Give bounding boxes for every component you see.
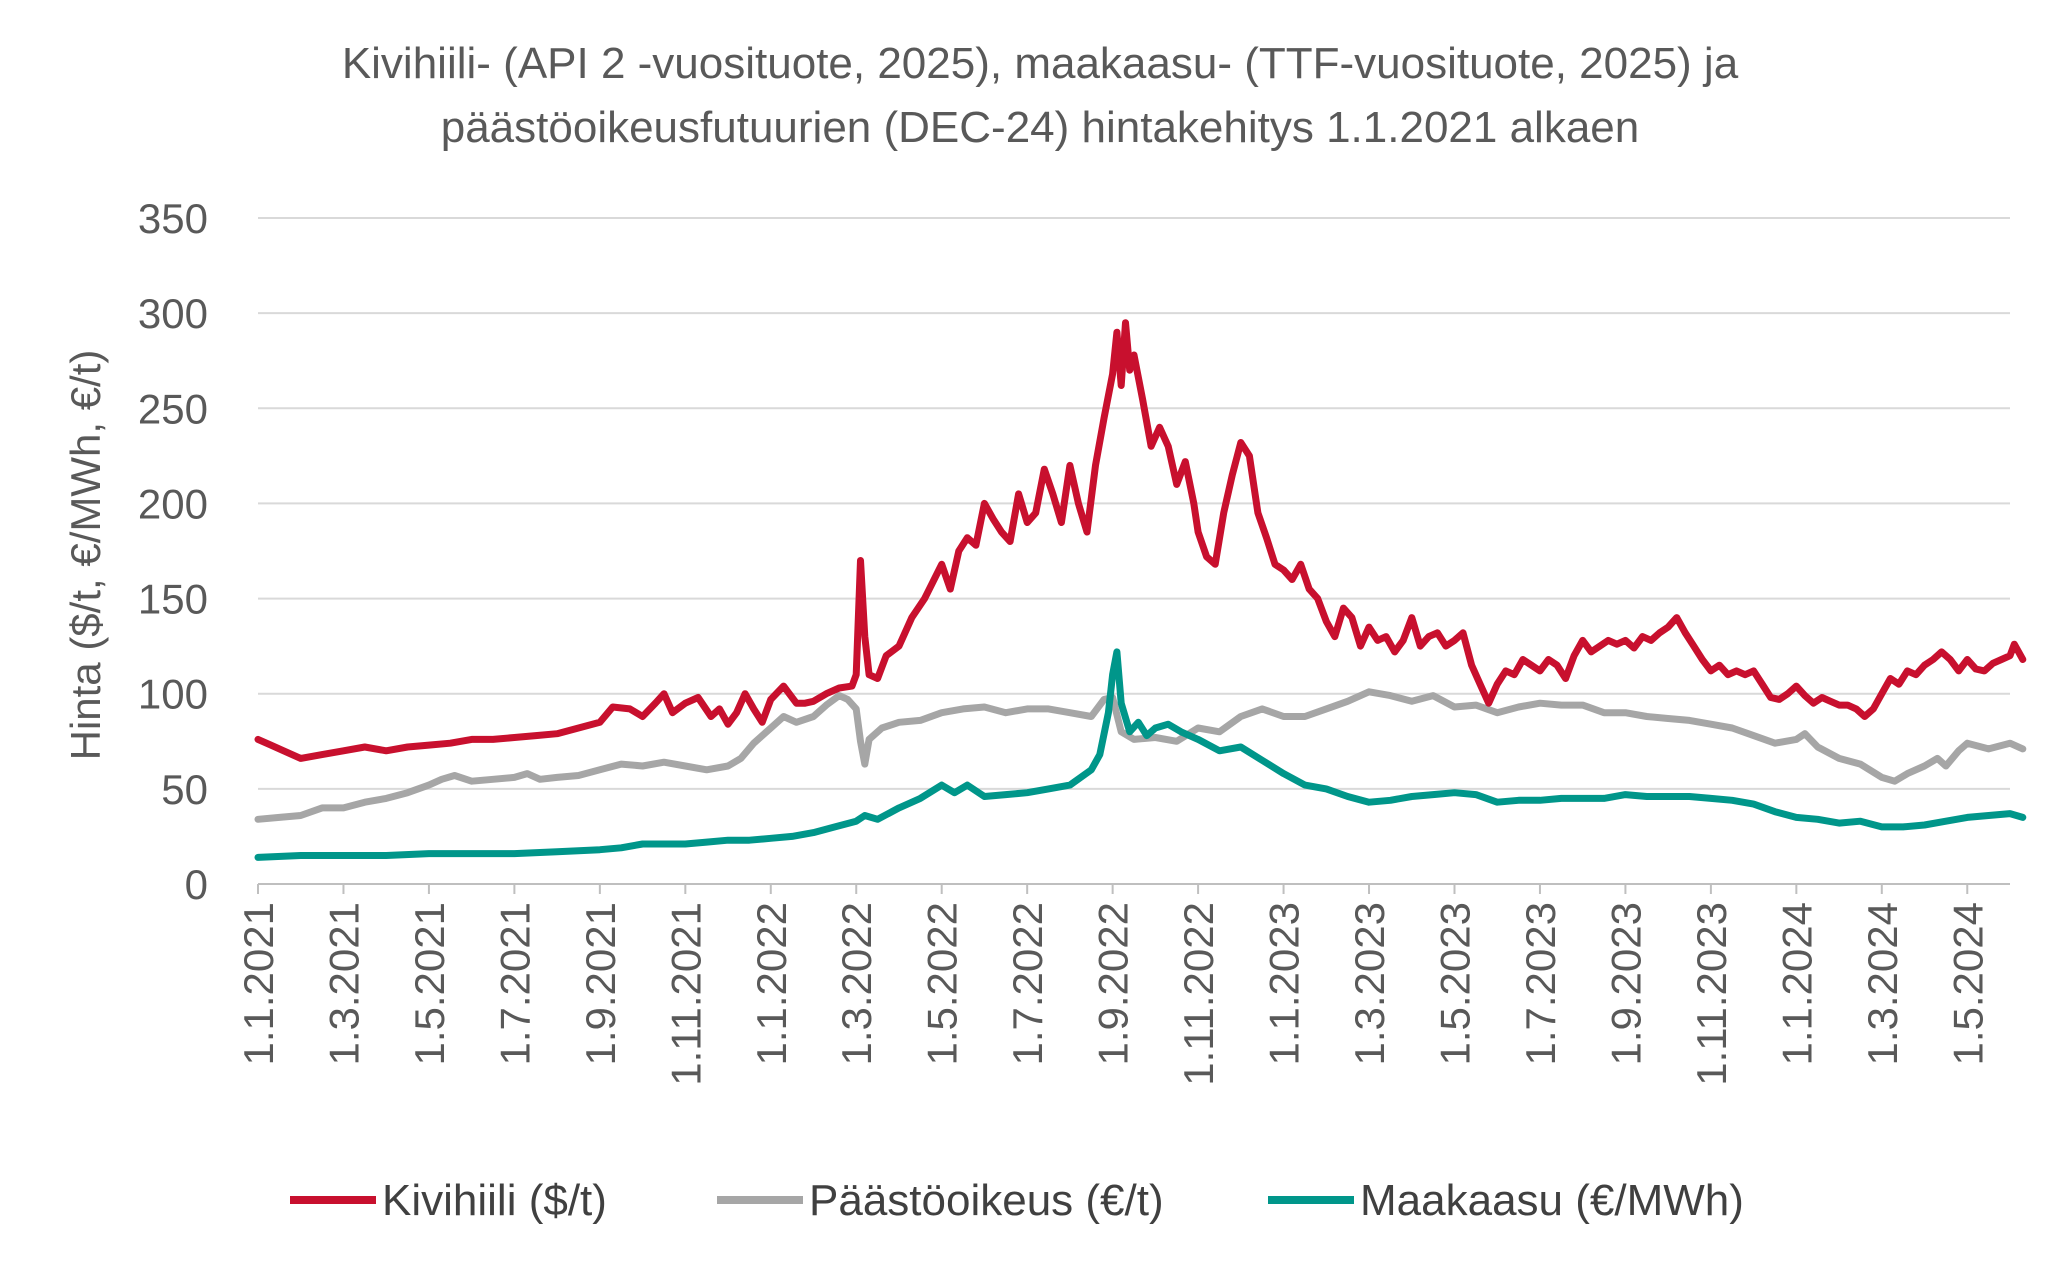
y-tick-label: 250 [138, 385, 208, 432]
x-tick-label: 1.1.2022 [748, 902, 795, 1066]
y-tick-label: 350 [138, 195, 208, 242]
series-line-paastooikeus [254, 688, 2027, 823]
legend-item-maakaasu: Maakaasu (€/MWh) [1268, 1176, 1744, 1225]
x-tick-label: 1.7.2022 [1004, 902, 1051, 1066]
series-line-kivihiili [254, 319, 2027, 762]
y-tick-label: 50 [161, 766, 208, 813]
y-axis-ticks: 0 50 100 150 200 250 300 350 [138, 195, 208, 908]
x-tick-label: 1.11.2022 [1175, 902, 1222, 1086]
x-tick-label: 1.11.2021 [662, 902, 709, 1086]
legend-label-maakaasu: Maakaasu (€/MWh) [1360, 1176, 1744, 1225]
y-tick-label: 300 [138, 290, 208, 337]
x-tick-label: 1.5.2023 [1431, 902, 1478, 1066]
x-tick-label: 1.11.2023 [1688, 902, 1735, 1086]
x-tick-label: 1.5.2021 [406, 902, 453, 1066]
y-tick-label: 0 [185, 861, 208, 908]
legend-label-kivihiili: Kivihiili ($/t) [382, 1176, 607, 1225]
y-tick-label: 100 [138, 671, 208, 718]
x-tick-label: 1.9.2022 [1090, 902, 1137, 1066]
x-tick-label: 1.1.2023 [1261, 902, 1308, 1066]
gridlines [258, 217, 2010, 885]
x-tick-label: 1.9.2023 [1602, 902, 1649, 1066]
y-axis-label: Hinta ($/t, €/MWh, €/t) [62, 350, 109, 761]
x-tick-label: 1.3.2024 [1859, 902, 1906, 1066]
x-tick-label: 1.5.2022 [919, 902, 966, 1066]
y-tick-label: 200 [138, 480, 208, 527]
x-tick-label: 1.1.2021 [235, 902, 282, 1066]
x-axis-ticks: 1.1.2021 1.3.2021 1.5.2021 1.7.2021 1.9.2021… [235, 884, 1991, 1086]
x-tick-label: 1.7.2023 [1517, 902, 1564, 1066]
x-tick-label: 1.3.2021 [320, 902, 367, 1066]
x-tick-label: 1.5.2024 [1944, 902, 1991, 1066]
chart-title-line-2: päästöoikeusfutuurien (DEC-24) hintakehi… [441, 103, 1640, 152]
x-tick-label: 1.3.2023 [1346, 902, 1393, 1066]
chart-title-line-1: Kivihiili- (API 2 -vuosituote, 2025), ma… [342, 39, 1739, 88]
x-tick-label: 1.7.2021 [491, 902, 538, 1066]
legend: Kivihiili ($/t) Päästöoikeus (€/t) Maaka… [290, 1176, 1744, 1225]
x-tick-label: 1.1.2024 [1773, 902, 1820, 1066]
y-tick-label: 150 [138, 576, 208, 623]
x-tick-label: 1.3.2022 [833, 902, 880, 1066]
x-tick-label: 1.9.2021 [577, 902, 624, 1066]
legend-label-paastooikeus: Päästöoikeus (€/t) [809, 1176, 1164, 1225]
series-lines [254, 319, 2027, 861]
series-line-maakaasu [254, 648, 2027, 861]
legend-item-paastooikeus: Päästöoikeus (€/t) [717, 1176, 1164, 1225]
legend-item-kivihiili: Kivihiili ($/t) [290, 1176, 607, 1225]
